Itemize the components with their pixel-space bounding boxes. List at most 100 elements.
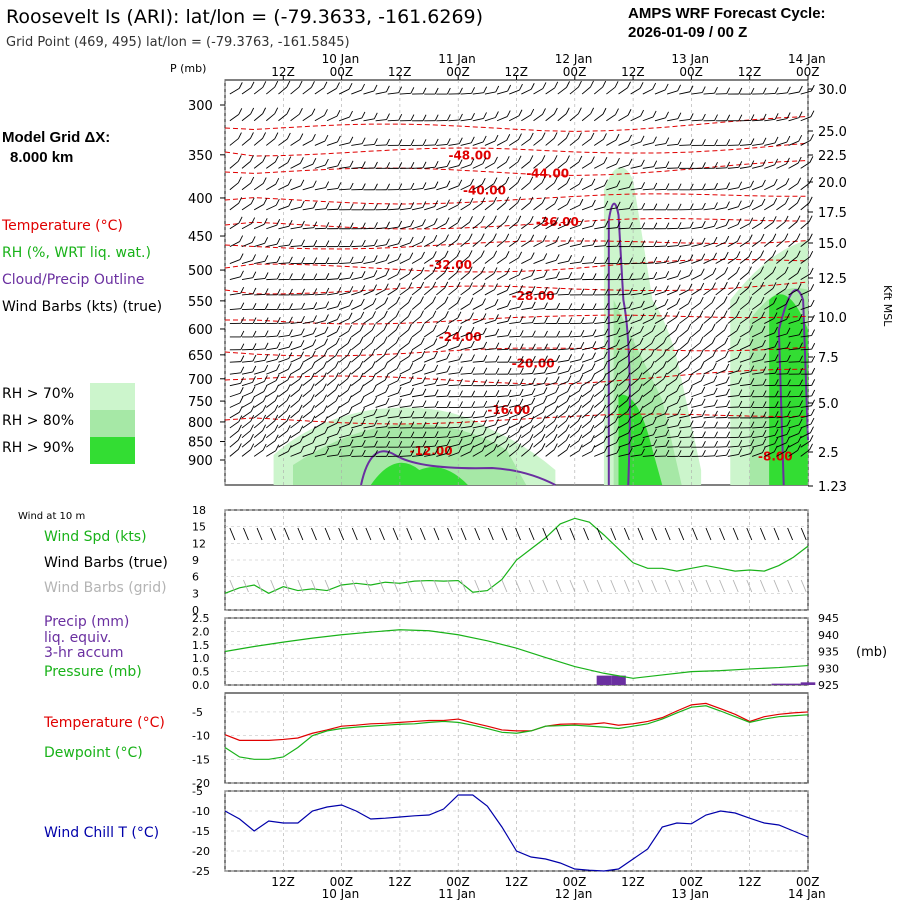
- wind-barb: [654, 245, 666, 248]
- wind-barb: [448, 256, 458, 264]
- wind-barb: [375, 391, 386, 398]
- wind-barb: [496, 273, 507, 281]
- wind-barb-flag: [590, 404, 594, 412]
- wind-barb: [351, 342, 361, 351]
- wind-barb-flag: [735, 296, 740, 303]
- wind-barb: [411, 224, 423, 230]
- wind-barb-flag: [640, 159, 645, 167]
- wind-barb: [266, 243, 278, 248]
- main-legend: Temperature (°C)RH (%, WRT liq. wat.)Clo…: [1, 218, 162, 315]
- wind-barb: [776, 272, 786, 280]
- wind-barb-flag: [519, 367, 524, 375]
- wind-barb: [533, 402, 544, 408]
- wind-barb-flag: [772, 266, 777, 273]
- wind-barb-flag: [252, 271, 257, 278]
- wind-barb-flag: [262, 414, 267, 422]
- wind-barb: [618, 114, 629, 122]
- wind-barb-flag: [469, 297, 474, 304]
- wind-barb-flag: [749, 352, 754, 359]
- wind-barb-flag: [444, 296, 449, 303]
- wind-barb-flag: [276, 219, 281, 226]
- wind-barb: [399, 368, 410, 375]
- wind-barb: [375, 367, 385, 375]
- wind-barb: [618, 332, 629, 338]
- wind-barb: [351, 276, 363, 281]
- wind-barb: [630, 400, 640, 408]
- wind-barb-flag: [566, 395, 571, 402]
- wind-barb-flag: [675, 348, 679, 356]
- isotherm-label: -8.00: [758, 449, 793, 463]
- wind-barb: [314, 187, 326, 191]
- wind-barb-flag: [810, 134, 814, 141]
- wind-barb-flag: [578, 394, 583, 402]
- wind-barb-flag: [517, 434, 522, 441]
- wind-barb-flag: [468, 233, 473, 240]
- wind-barb: [788, 319, 800, 324]
- wind-barb-flag: [627, 405, 631, 412]
- wind-barb-flag: [592, 256, 597, 263]
- wind-barb-flag: [653, 182, 658, 190]
- wind-barb: [618, 389, 628, 398]
- wind-barb-flag: [810, 299, 815, 307]
- wind-barb-flag: [322, 372, 327, 379]
- wind-barb-flag: [493, 250, 498, 258]
- wind-barb: [448, 444, 460, 448]
- wind-barb-flag: [386, 440, 391, 448]
- wind-barb-flag: [371, 336, 376, 343]
- wind-barb-flag: [395, 323, 400, 331]
- wind-barb: [739, 316, 750, 324]
- wind-barb: [365, 527, 372, 541]
- wind-barb-flag: [641, 182, 645, 189]
- wind-barb: [521, 88, 532, 95]
- wind-barb-flag: [811, 367, 816, 375]
- wind-barb: [763, 239, 774, 247]
- wind-barb-flag: [263, 385, 268, 392]
- wind-barb-flag: [531, 301, 536, 309]
- wind-barb-flag: [808, 196, 813, 204]
- wind-barb-flag: [385, 85, 390, 93]
- wind-barb-flag: [714, 440, 718, 448]
- series-line: [224, 705, 809, 760]
- wind-barb: [496, 305, 508, 310]
- wind-barb-flag: [274, 107, 279, 114]
- wind-barb-flag: [349, 299, 353, 307]
- wind-barb-flag: [773, 445, 778, 453]
- wind-barb: [666, 276, 678, 281]
- wind-barb-flag: [386, 162, 391, 169]
- wind-barb-grid: [447, 579, 453, 593]
- wind-barb: [509, 89, 520, 95]
- wind-barb: [411, 287, 421, 296]
- wind-barb: [460, 203, 471, 211]
- wind-barb-flag: [568, 342, 573, 350]
- wind-barb-flag: [714, 410, 718, 418]
- wind-barb: [533, 88, 544, 95]
- wind-barb: [314, 320, 326, 324]
- wind-barb: [581, 400, 591, 408]
- wind-barb-flag: [398, 431, 403, 438]
- wind-barb-flag: [639, 82, 644, 89]
- wind-barb-flag: [700, 268, 705, 275]
- wind-barb: [399, 342, 410, 351]
- wind-barb-flag: [628, 134, 632, 142]
- wind-barb: [788, 162, 799, 169]
- wind-barb-flag: [664, 311, 668, 319]
- wind-barb-flag: [785, 298, 790, 305]
- wind-barb: [521, 448, 531, 457]
- wind-barb: [654, 117, 666, 122]
- wind-barb: [487, 527, 494, 541]
- wind-barb-flag: [347, 337, 352, 344]
- wind-barb: [496, 139, 507, 146]
- wind-barb: [326, 355, 337, 363]
- pressure-tick-label: 500: [188, 264, 213, 279]
- wind-barb: [764, 416, 776, 419]
- wind-barb: [581, 389, 592, 398]
- wind-barb: [594, 441, 605, 448]
- wind-barb: [351, 261, 363, 264]
- wind-barb-flag: [762, 378, 767, 386]
- wind-barb-flag: [312, 436, 317, 444]
- wind-barb-flag: [614, 81, 619, 88]
- wind-barb-flag: [434, 448, 439, 455]
- wind-barb: [496, 116, 508, 122]
- wind-barb: [278, 451, 289, 457]
- wind-barb: [253, 204, 264, 211]
